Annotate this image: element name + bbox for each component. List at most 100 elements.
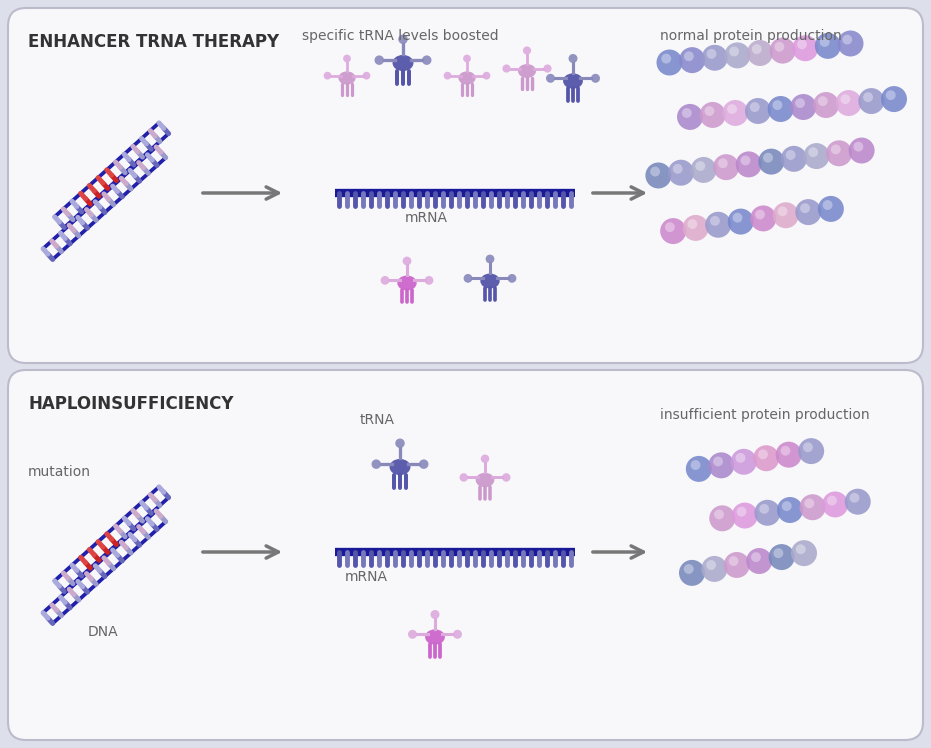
Ellipse shape <box>425 629 445 645</box>
Circle shape <box>727 104 737 114</box>
Circle shape <box>668 160 694 186</box>
Circle shape <box>863 92 873 102</box>
Circle shape <box>443 72 452 79</box>
Circle shape <box>776 441 802 468</box>
Circle shape <box>708 453 735 478</box>
Circle shape <box>790 94 816 120</box>
Circle shape <box>684 52 694 61</box>
Circle shape <box>732 503 758 529</box>
Circle shape <box>733 212 742 223</box>
Circle shape <box>713 154 739 180</box>
Circle shape <box>735 453 746 463</box>
Ellipse shape <box>389 459 411 475</box>
Ellipse shape <box>398 275 417 290</box>
Circle shape <box>381 276 389 285</box>
Circle shape <box>836 90 862 116</box>
Circle shape <box>781 146 807 172</box>
Circle shape <box>430 610 439 619</box>
Circle shape <box>858 88 884 114</box>
Circle shape <box>374 55 384 65</box>
Circle shape <box>850 493 859 503</box>
Circle shape <box>758 149 784 174</box>
Circle shape <box>750 206 776 231</box>
Circle shape <box>682 215 708 241</box>
Circle shape <box>705 106 714 116</box>
Circle shape <box>841 94 850 104</box>
Circle shape <box>425 276 434 285</box>
Circle shape <box>344 55 351 62</box>
Circle shape <box>773 202 799 228</box>
Ellipse shape <box>480 274 500 289</box>
Circle shape <box>707 49 717 59</box>
Circle shape <box>747 40 773 66</box>
Ellipse shape <box>563 73 583 89</box>
Circle shape <box>830 144 841 154</box>
Circle shape <box>723 552 749 578</box>
Circle shape <box>695 161 706 171</box>
Circle shape <box>736 506 747 517</box>
Circle shape <box>729 46 739 56</box>
Circle shape <box>701 556 727 582</box>
Circle shape <box>713 456 723 467</box>
Circle shape <box>408 630 417 639</box>
Circle shape <box>823 200 832 210</box>
Circle shape <box>705 212 731 238</box>
Circle shape <box>523 46 531 55</box>
Circle shape <box>773 100 782 110</box>
Circle shape <box>731 449 757 475</box>
Circle shape <box>751 552 761 562</box>
Circle shape <box>422 55 431 65</box>
Circle shape <box>838 31 863 57</box>
Circle shape <box>763 153 773 162</box>
Circle shape <box>796 545 805 554</box>
Circle shape <box>804 498 815 509</box>
Circle shape <box>460 473 468 482</box>
Circle shape <box>650 167 660 177</box>
Circle shape <box>754 500 780 526</box>
Circle shape <box>544 64 551 73</box>
Circle shape <box>700 102 725 128</box>
Ellipse shape <box>458 71 476 85</box>
Circle shape <box>774 548 783 558</box>
Circle shape <box>808 147 818 157</box>
Circle shape <box>660 218 686 244</box>
Circle shape <box>817 96 828 106</box>
Ellipse shape <box>393 55 413 71</box>
Circle shape <box>782 501 791 511</box>
Circle shape <box>770 37 796 64</box>
Circle shape <box>795 199 821 225</box>
Circle shape <box>661 54 671 64</box>
Circle shape <box>681 108 692 118</box>
Circle shape <box>507 274 517 283</box>
Circle shape <box>687 219 697 229</box>
Text: insufficient protein production: insufficient protein production <box>660 408 870 422</box>
Circle shape <box>819 37 830 47</box>
Circle shape <box>396 438 405 448</box>
Text: specific tRNA levels boosted: specific tRNA levels boosted <box>302 29 498 43</box>
Text: ENHANCER TRNA THERAPY: ENHANCER TRNA THERAPY <box>28 33 279 51</box>
Circle shape <box>679 47 705 73</box>
Circle shape <box>735 151 762 177</box>
Circle shape <box>797 40 807 49</box>
Ellipse shape <box>339 71 356 85</box>
Circle shape <box>722 100 749 126</box>
Circle shape <box>691 157 717 183</box>
Circle shape <box>714 509 724 519</box>
Circle shape <box>803 143 830 169</box>
Circle shape <box>569 54 577 63</box>
Circle shape <box>813 92 839 118</box>
Circle shape <box>800 203 810 213</box>
Circle shape <box>792 35 818 61</box>
Circle shape <box>482 72 491 79</box>
Circle shape <box>815 33 841 59</box>
Text: mRNA: mRNA <box>345 570 388 584</box>
Circle shape <box>769 544 794 570</box>
Circle shape <box>402 257 412 266</box>
Circle shape <box>768 96 793 122</box>
Circle shape <box>780 446 790 456</box>
Circle shape <box>827 496 837 506</box>
Circle shape <box>786 150 796 160</box>
Text: DNA: DNA <box>88 625 118 639</box>
Circle shape <box>324 72 331 79</box>
Circle shape <box>371 459 381 469</box>
